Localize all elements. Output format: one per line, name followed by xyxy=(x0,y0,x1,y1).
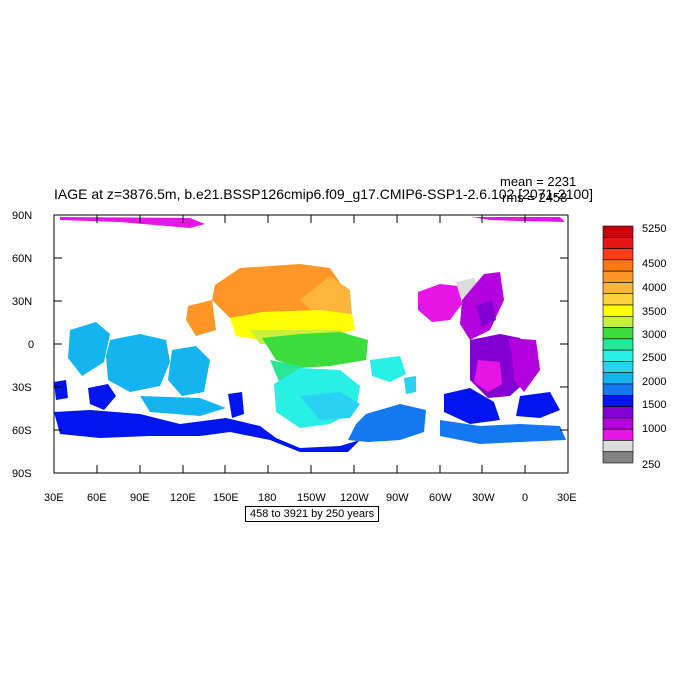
x-axis: 30E 60E 90E 120E 150E 180 150W 120W 90W … xyxy=(44,215,577,504)
indian-ocean-region xyxy=(106,334,170,392)
x-tick-label: 30W xyxy=(472,492,495,504)
colorbar-label: 4500 xyxy=(642,258,666,270)
y-tick-label: 30S xyxy=(12,382,32,394)
plot-title: IAGE at z=3876.5m, b.e21.BSSP126cmip6.f0… xyxy=(54,186,593,202)
colorbar-swatch xyxy=(602,394,634,407)
colorbar-swatch xyxy=(602,383,634,396)
southern-ocean-region xyxy=(54,380,68,400)
colorbar: 5250 4500 4000 3500 3000 2500 2000 1500 1000 250 xyxy=(602,223,666,471)
south-atlantic-region xyxy=(474,360,502,392)
colorbar-label: 2000 xyxy=(642,376,666,388)
colorbar-swatch xyxy=(602,338,634,351)
north-atlantic-region xyxy=(476,300,496,326)
colorbar-swatch xyxy=(602,225,634,238)
colorbar-swatch xyxy=(602,293,634,306)
colorbar-swatch xyxy=(602,451,634,464)
indian-ocean-region xyxy=(68,322,110,376)
mean-value: mean = 2231 xyxy=(500,174,577,189)
x-tick-label: 90W xyxy=(386,492,409,504)
y-tick-label: 0 xyxy=(28,339,34,351)
x-tick-label: 30E xyxy=(557,492,577,504)
colorbar-swatch xyxy=(602,270,634,283)
colorbar-swatch xyxy=(602,440,634,453)
colorbar-label: 3500 xyxy=(642,306,666,318)
x-tick-label: 150W xyxy=(297,492,326,504)
colorbar-swatch xyxy=(602,428,634,441)
colorbar-swatch xyxy=(602,349,634,362)
colorbar-label: 3000 xyxy=(642,329,666,341)
colorbar-label: 1500 xyxy=(642,399,666,411)
indian-ocean-region xyxy=(140,396,226,416)
y-tick-label: 90S xyxy=(12,468,32,480)
y-tick-label: 30N xyxy=(12,296,32,308)
north-pacific-region xyxy=(300,276,352,318)
arctic-patch xyxy=(60,217,205,228)
colorbar-swatch xyxy=(602,282,634,295)
colorbar-label: 250 xyxy=(642,459,660,471)
south-east-pacific-region xyxy=(348,404,426,442)
colorbar-swatch xyxy=(602,248,634,261)
south-pacific-region xyxy=(300,392,360,420)
x-tick-label: 120W xyxy=(340,492,369,504)
arctic-patch xyxy=(472,217,565,222)
colorbar-swatch xyxy=(602,406,634,419)
indian-ocean-region xyxy=(168,346,210,396)
y-tick-label: 90N xyxy=(12,210,32,222)
north-pacific-region xyxy=(186,300,216,336)
x-tick-label: 0 xyxy=(522,492,528,504)
south-atlantic-region xyxy=(508,338,540,392)
colorbar-label: 1000 xyxy=(642,423,666,435)
colorbar-label: 2500 xyxy=(642,352,666,364)
y-tick-label: 60N xyxy=(12,253,32,265)
south-east-pacific-region xyxy=(370,356,406,382)
colorbar-swatch xyxy=(602,372,634,385)
colorbar-label: 4000 xyxy=(642,282,666,294)
contour-interval-note: 458 to 3921 by 250 years xyxy=(245,506,380,522)
colorbar-swatch xyxy=(602,304,634,317)
x-tick-label: 60W xyxy=(429,492,452,504)
south-atlantic-region xyxy=(516,392,560,418)
x-tick-label: 180 xyxy=(258,492,276,504)
colorbar-swatch xyxy=(602,327,634,340)
y-tick-label: 60S xyxy=(12,425,32,437)
colorbar-swatch xyxy=(602,315,634,328)
equatorial-pacific-region xyxy=(262,332,368,368)
southern-ocean-region xyxy=(88,384,116,410)
colorbar-label: 5250 xyxy=(642,223,666,235)
x-tick-label: 90E xyxy=(130,492,150,504)
x-tick-label: 60E xyxy=(87,492,107,504)
southern-ocean-region xyxy=(228,392,244,418)
colorbar-swatch xyxy=(602,236,634,249)
south-atlantic-region xyxy=(440,420,566,444)
x-tick-label: 150E xyxy=(213,492,239,504)
x-tick-label: 120E xyxy=(170,492,196,504)
southern-ocean-region xyxy=(54,410,360,452)
y-axis: 90N 60N 30N 0 30S 60S 90S xyxy=(12,210,568,480)
x-tick-label: 30E xyxy=(44,492,64,504)
colorbar-swatch xyxy=(602,417,634,430)
south-atlantic-region xyxy=(444,388,500,424)
rms-value: rms = 2458 xyxy=(502,190,568,205)
colorbar-swatch xyxy=(602,259,634,272)
colorbar-swatch xyxy=(602,361,634,374)
north-atlantic-region xyxy=(418,284,462,322)
south-east-pacific-region xyxy=(404,376,416,394)
age-field xyxy=(54,217,566,452)
